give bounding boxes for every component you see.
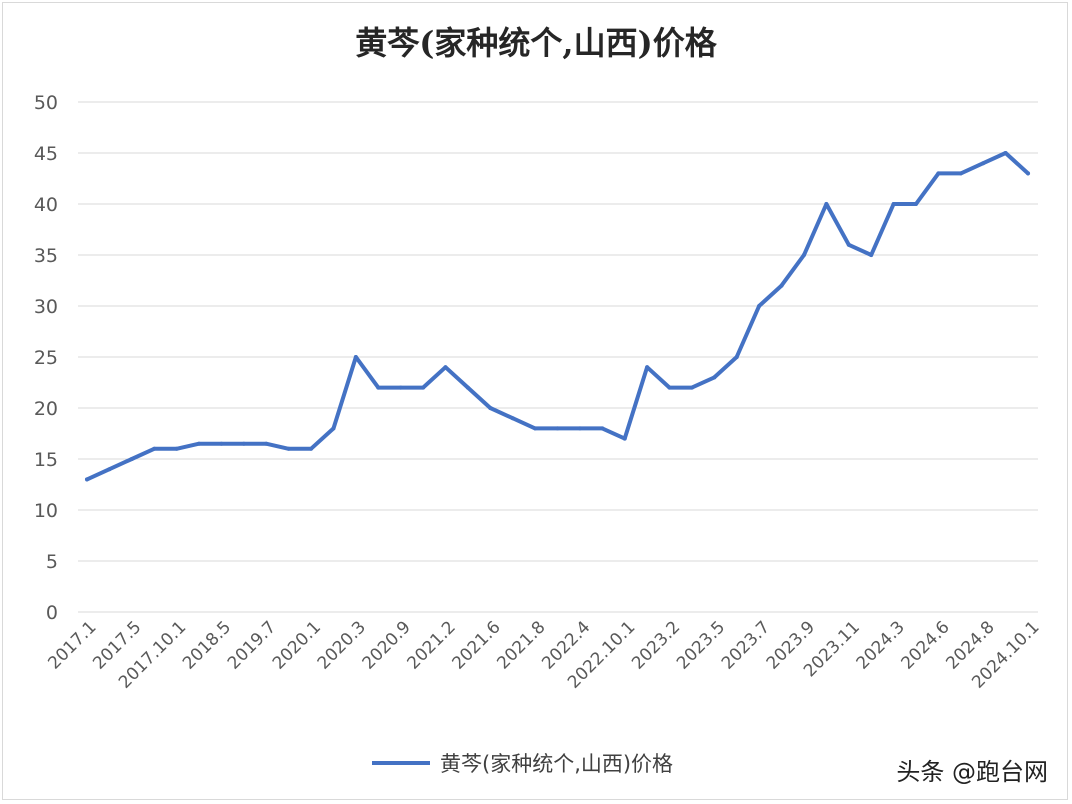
y-tick-label: 25 [34, 347, 58, 369]
data-point [107, 467, 112, 472]
x-tick-label: 2021.2 [404, 617, 460, 673]
data-point [197, 441, 202, 446]
data-point [488, 406, 493, 410]
x-tick-label: 2017.1 [44, 617, 100, 673]
series-line-0 [85, 151, 1030, 482]
data-point [936, 171, 941, 176]
x-tick-label: 2023.2 [628, 617, 684, 673]
data-point [958, 171, 963, 176]
data-point [219, 441, 224, 446]
x-tick-label: 2019.7 [224, 617, 280, 673]
data-point [824, 202, 829, 206]
legend-line-swatch [372, 761, 430, 765]
y-tick-label: 15 [34, 449, 58, 471]
data-point [600, 426, 605, 431]
y-tick-label: 0 [46, 602, 58, 624]
legend: 黄芩(家种统个,山西)价格 [372, 748, 673, 778]
data-point [779, 283, 784, 288]
x-tick-label: 2020.3 [314, 617, 370, 673]
data-point [913, 202, 918, 206]
chart-title: 黄芩(家种统个,山西)价格 [355, 24, 717, 62]
y-tick-label: 35 [34, 245, 58, 267]
data-point [555, 426, 560, 431]
data-point [264, 441, 269, 446]
y-tick-label: 50 [34, 92, 58, 114]
data-point [801, 253, 806, 257]
x-tick-label: 2024.3 [853, 617, 909, 673]
data-point [152, 446, 157, 451]
data-point [1003, 151, 1008, 155]
y-tick-label: 5 [46, 551, 58, 573]
x-tick-label: 2023.5 [673, 617, 729, 673]
y-tick-label: 45 [34, 143, 58, 165]
data-point [734, 355, 739, 359]
data-point [286, 446, 291, 451]
data-point [443, 365, 448, 370]
y-tick-label: 40 [34, 194, 58, 216]
data-point [510, 416, 515, 421]
x-tick-label: 2021.8 [493, 617, 549, 673]
x-tick-label: 2023.7 [718, 617, 774, 673]
x-tick-label: 2020.1 [269, 617, 325, 673]
y-tick-label: 10 [34, 500, 58, 522]
data-point [174, 446, 179, 451]
data-point [689, 385, 694, 390]
data-point [376, 385, 381, 390]
data-point [712, 375, 717, 380]
legend-label: 黄芩(家种统个,山西)价格 [440, 752, 674, 776]
data-point [645, 365, 650, 370]
data-point [981, 161, 986, 166]
data-point [622, 436, 627, 441]
data-point [757, 304, 762, 308]
data-point [465, 385, 470, 390]
data-point [331, 426, 336, 431]
watermark: 头条 @跑台网 [896, 758, 1048, 786]
data-point [533, 426, 538, 431]
y-tick-label: 30 [34, 296, 58, 318]
data-point [1026, 171, 1030, 176]
data-point [85, 477, 89, 482]
data-point [421, 385, 426, 390]
data-point [577, 426, 582, 431]
x-tick-label: 2024.6 [898, 617, 954, 673]
data-point [398, 385, 403, 390]
data-point [309, 446, 314, 451]
data-point [667, 385, 672, 390]
data-point [891, 202, 896, 206]
data-point [241, 441, 246, 446]
data-point [869, 253, 874, 257]
data-point [129, 457, 134, 461]
data-point [846, 242, 851, 247]
x-tick-label: 2021.6 [448, 617, 504, 673]
x-tick-label: 2018.5 [179, 617, 235, 673]
x-tick-label: 2020.9 [359, 617, 415, 673]
data-point [353, 355, 358, 359]
y-tick-label: 20 [34, 398, 58, 420]
